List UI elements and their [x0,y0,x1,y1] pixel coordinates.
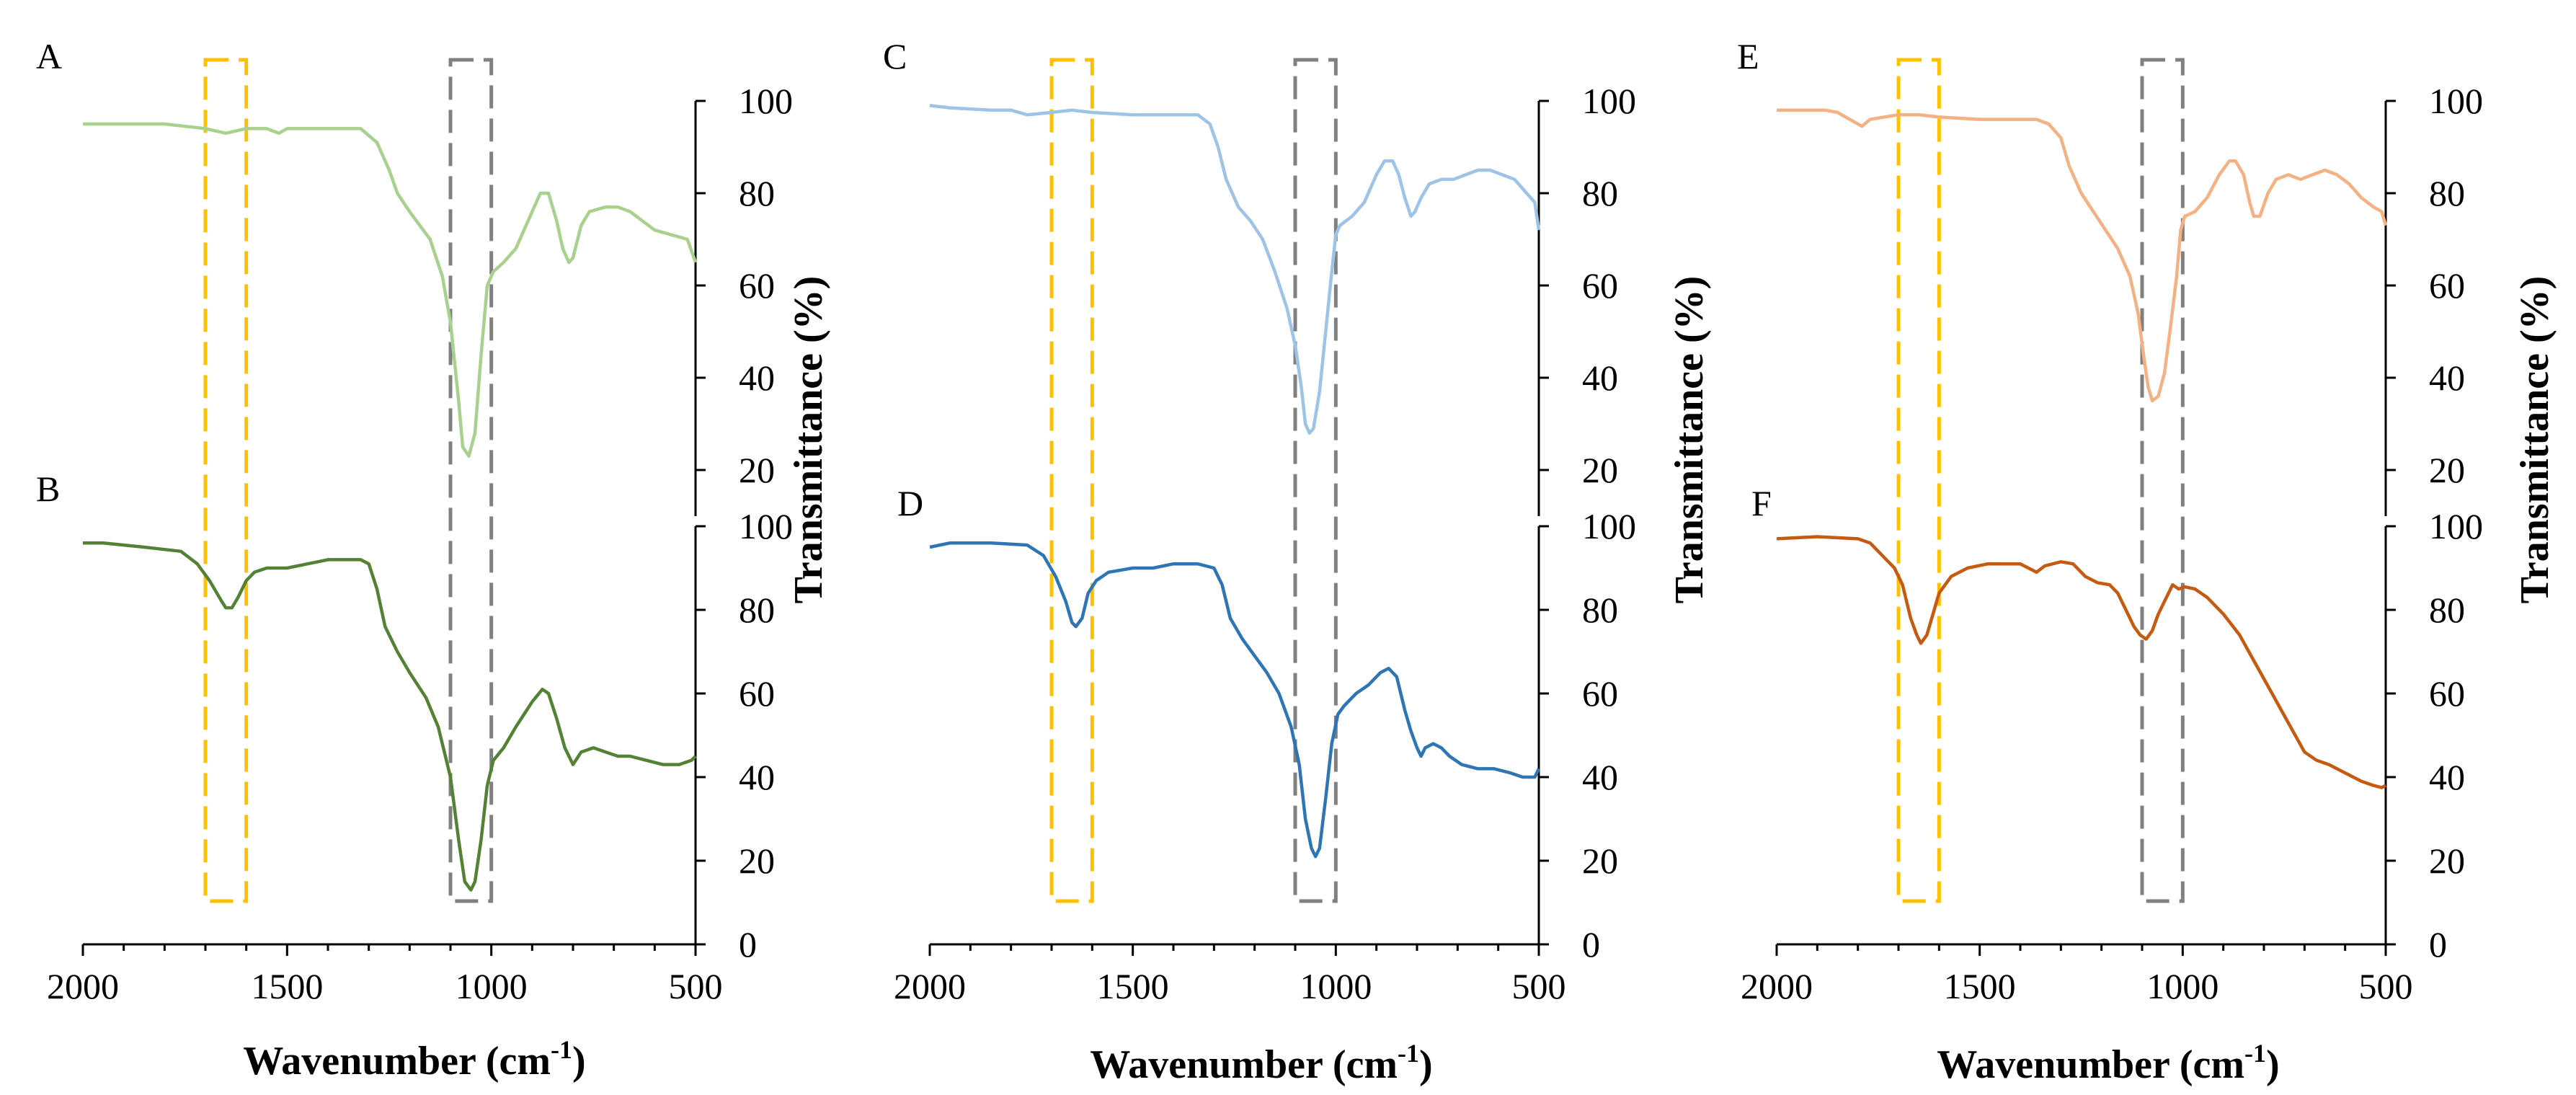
y-axis-title-col3: Transmittance (%) [2513,276,2557,604]
x-axis-title-col3: Wavenumber (cm-1) [1937,1039,2279,1087]
y-tick-label: 40 [1582,358,1618,398]
chart-column-3: E F Transmittance (%) Wavenumber (cm-1) [1737,36,2557,1087]
y-tick-label: 20 [1582,450,1618,490]
y-tick-label: 100 [1582,81,1636,121]
y-tick-label: 40 [1582,757,1618,797]
x-tick-label: 1000 [1300,966,1372,1006]
spectrum-line-c [929,104,1541,435]
y-tick-label: 0 [2429,924,2447,965]
y-tick-label: 100 [1582,506,1636,546]
x-tick-label: 1000 [2146,966,2219,1006]
spectrum-line-b [83,541,697,892]
x-axis-title-col1: Wavenumber (cm-1) [243,1035,585,1083]
panel-label-e: E [1737,36,1759,76]
x-tick-label: 500 [1512,966,1566,1006]
x-tick-label: 1500 [1944,966,2016,1006]
x-tick-label: 500 [669,966,723,1006]
spectrum-line-f [1776,535,2387,789]
x-tick-label: 500 [2359,966,2413,1006]
chart-column-2: C D Transmittance (%) Wavenumber (cm-1) [883,36,1712,1087]
y-tick-label: 40 [739,757,775,797]
y-tick-label: 80 [739,590,775,630]
x-axis-title-col2: Wavenumber (cm-1) [1090,1039,1432,1087]
x-tick-label: 2000 [47,966,119,1006]
y-tick-label: 0 [1582,924,1600,965]
y-tick-label: 80 [2429,590,2465,630]
y-tick-label: 20 [2429,450,2465,490]
x-tick-label: 1500 [251,966,323,1006]
panel-label-b: B [36,469,60,509]
panel-label-d: D [897,483,923,523]
y-tick-label: 20 [2429,841,2465,881]
x-tick-label: 2000 [894,966,966,1006]
amide-band-box [203,58,249,903]
y-tick-label: 40 [2429,358,2465,398]
y-tick-label: 80 [2429,173,2465,213]
y-axis-title-col2: Transmittance (%) [1667,276,1712,604]
y-tick-label: 100 [2429,506,2483,546]
y-tick-label: 40 [2429,757,2465,797]
y-tick-label: 20 [739,841,775,881]
y-tick-label: 80 [1582,173,1618,213]
spectrum-line-e [1777,108,2388,403]
amide-band-box [1896,58,1941,903]
panel-label-f: F [1751,483,1772,523]
y-tick-label: 100 [739,506,793,546]
panel-label-a: A [36,36,62,76]
y-tick-label: 80 [739,173,775,213]
y-tick-label: 100 [739,81,793,121]
y-tick-label: 40 [739,358,775,398]
amide-band-box [1049,58,1094,903]
y-axis-title-col1: Transmittance (%) [786,276,831,604]
y-tick-label: 100 [2429,81,2483,121]
spectrum-line-a [83,122,698,458]
y-tick-label: 20 [739,450,775,490]
silica-band-box [2140,58,2185,903]
silica-band-box [1293,58,1338,903]
y-tick-label: 60 [2429,265,2465,306]
x-tick-label: 1000 [456,966,528,1006]
y-tick-label: 20 [1582,841,1618,881]
silica-band-box [448,58,494,903]
y-tick-label: 60 [1582,265,1618,306]
spectrum-line-d [929,541,1541,859]
x-tick-label: 1500 [1097,966,1169,1006]
y-tick-label: 60 [739,265,775,306]
y-tick-label: 60 [739,673,775,714]
chart-column-1: A B Transmittance (%) Wavenumber (cm-1) [36,36,831,1083]
y-tick-label: 60 [2429,673,2465,714]
y-tick-label: 80 [1582,590,1618,630]
chart-marks: 2000 1500 1000 5002040608010002040608010020… [47,58,2483,1006]
x-tick-label: 2000 [1741,966,1813,1006]
y-tick-label: 0 [739,924,757,965]
panel-label-c: C [883,36,907,76]
y-tick-label: 60 [1582,673,1618,714]
